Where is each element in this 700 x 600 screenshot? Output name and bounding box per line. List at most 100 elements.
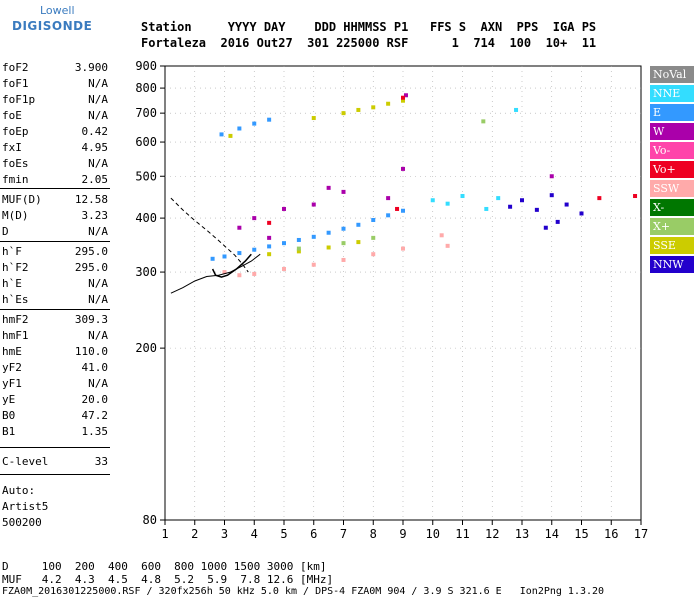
data-point [222,254,227,259]
x-tick-label: 17 [634,527,648,541]
trace-curve [211,253,252,278]
param-row: h`F2 295.0 [2,261,108,277]
param-row: foEs N/A [2,157,108,173]
param-key: foE [2,109,22,122]
param-row: fxI 4.95 [2,141,108,157]
legend-item: Vo- [650,142,694,159]
param-key: B1 [2,425,16,438]
param-key: foEs [2,157,29,170]
data-point [210,256,215,261]
data-point [371,235,376,240]
param-key: hmF1 [2,329,29,342]
param-key: h`Es [2,293,29,306]
data-point [341,241,346,246]
param-value: 110.0 [74,345,108,358]
data-point [219,132,224,137]
param-key: foF1p [2,93,36,106]
data-point [549,193,554,198]
legend-item: W [650,123,694,140]
param-value: 295.0 [74,245,108,258]
auto-program: Artist5 [2,500,49,513]
profile-lower-line [170,253,261,294]
param-row: hmE 110.0 [2,345,108,361]
data-point [282,266,286,271]
data-point [296,237,301,242]
param-value: N/A [88,293,108,306]
x-tick-label: 14 [545,527,559,541]
param-key: hmF2 [2,313,29,326]
x-tick-label: 15 [574,527,588,541]
param-row: C-level 33 [2,455,108,471]
x-tick-label: 13 [515,527,529,541]
param-value: 1.35 [81,425,109,438]
panel-separator [0,188,110,189]
param-row: foE N/A [2,109,108,125]
param-row: foF2 3.900 [2,61,108,77]
param-value: 33 [94,455,108,468]
data-point [267,252,272,257]
data-point [445,243,450,248]
param-row: foEp 0.42 [2,125,108,141]
param-row: yE 20.0 [2,393,108,409]
data-point [356,240,361,245]
data-point [484,206,489,211]
legend-item: X+ [650,218,694,235]
data-point [341,257,346,262]
param-value: N/A [88,77,108,90]
data-point [403,93,408,98]
panel-separator [0,309,110,310]
param-key: MUF(D) [2,193,42,206]
data-point [311,234,316,239]
data-point [430,198,435,203]
y-tick-label: 80 [143,513,157,527]
data-point [356,222,361,227]
data-point [564,202,569,207]
data-point [371,252,376,257]
data-point [401,98,405,103]
x-tick-label: 1 [161,527,168,541]
legend-item: X- [650,199,694,216]
data-point [481,119,486,124]
param-value: 12.58 [74,193,108,206]
auto-label: Auto: [2,484,36,497]
profile-upper-line [170,197,249,273]
param-key: foF1 [2,77,29,90]
x-tick-label: 7 [340,527,347,541]
param-key: D [2,225,9,238]
param-value: N/A [88,93,108,106]
data-point [296,249,301,254]
data-point [579,211,584,216]
logo-lowell: Lowell [40,4,75,17]
header-line-2: Fortaleza 2016 Out27 301 225000 RSF 1 71… [141,36,597,50]
y-tick-label: 300 [135,265,157,279]
data-point [341,226,346,231]
data-point [496,196,501,201]
param-row: MUF(D) 12.58 [2,193,108,209]
data-point [514,107,519,112]
data-point [633,194,638,199]
data-point [534,207,539,212]
param-value: N/A [88,277,108,290]
y-tick-label: 700 [135,106,157,120]
data-point [445,201,450,206]
param-row: B1 1.35 [2,425,108,441]
param-value: 3.900 [74,61,108,74]
param-value: N/A [88,377,108,390]
y-tick-label: 500 [135,169,157,183]
data-point [549,174,554,179]
data-point [439,233,444,238]
param-value: 0.42 [81,125,109,138]
param-row: foF1 N/A [2,77,108,93]
data-point [222,270,227,275]
param-value: N/A [88,329,108,342]
data-point [237,273,242,278]
legend-item: SSE [650,237,694,254]
data-point [252,216,257,221]
param-key: h`F [2,245,22,258]
param-row: hmF1 N/A [2,329,108,345]
data-point [386,196,391,201]
param-value: N/A [88,157,108,170]
data-point [356,107,361,112]
data-point [252,247,257,252]
